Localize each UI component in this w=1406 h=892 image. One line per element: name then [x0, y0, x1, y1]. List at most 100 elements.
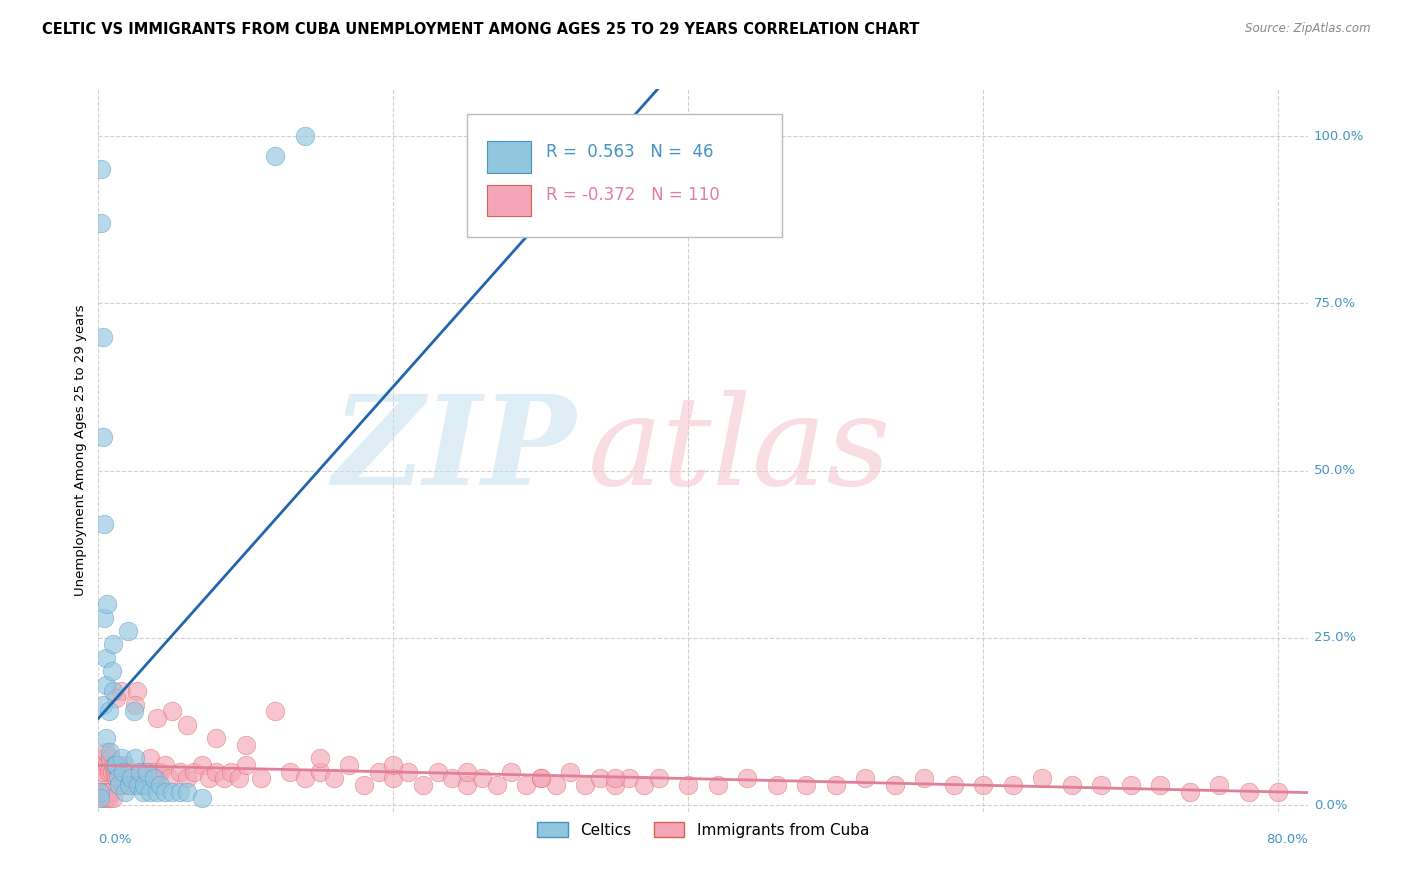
Point — [426, 764, 449, 779]
Point — [100, 664, 122, 679]
Point — [1178, 785, 1201, 799]
Text: 0.0%: 0.0% — [98, 833, 132, 847]
Point — [104, 758, 127, 772]
Point — [471, 771, 494, 786]
Point — [93, 517, 115, 532]
Text: Source: ZipAtlas.com: Source: ZipAtlas.com — [1246, 22, 1371, 36]
Point — [205, 764, 228, 779]
Point — [112, 764, 135, 779]
Point — [153, 758, 176, 772]
Point — [544, 778, 567, 792]
Point — [139, 751, 162, 765]
Point — [1267, 785, 1289, 799]
FancyBboxPatch shape — [486, 141, 531, 173]
Point — [101, 758, 124, 772]
Point — [96, 598, 118, 612]
Point — [678, 778, 700, 792]
Point — [456, 764, 478, 779]
Point — [190, 758, 212, 772]
Point — [127, 778, 149, 792]
Text: 80.0%: 80.0% — [1265, 833, 1308, 847]
Text: R =  0.563   N =  46: R = 0.563 N = 46 — [546, 143, 713, 161]
Point — [456, 778, 478, 792]
Point — [633, 778, 655, 792]
Point — [90, 758, 112, 772]
Point — [101, 637, 124, 651]
Point — [94, 744, 117, 758]
Point — [112, 778, 135, 792]
Legend: Celtics, Immigrants from Cuba: Celtics, Immigrants from Cuba — [531, 815, 875, 844]
Point — [1031, 771, 1053, 786]
Point — [149, 778, 172, 792]
Point — [153, 785, 176, 799]
Point — [104, 764, 127, 779]
Y-axis label: Unemployment Among Ages 25 to 29 years: Unemployment Among Ages 25 to 29 years — [75, 305, 87, 596]
Point — [149, 764, 172, 779]
Point — [824, 778, 846, 792]
Point — [1237, 785, 1260, 799]
Point — [228, 771, 250, 786]
Point — [100, 764, 122, 779]
Point — [118, 778, 141, 792]
Point — [117, 764, 139, 779]
Point — [294, 771, 316, 786]
Point — [157, 771, 180, 786]
Point — [101, 791, 124, 805]
Point — [108, 778, 131, 792]
Point — [176, 717, 198, 731]
Point — [91, 791, 114, 805]
Point — [96, 758, 118, 772]
Point — [574, 778, 596, 792]
Point — [382, 758, 405, 772]
Point — [143, 764, 166, 779]
FancyBboxPatch shape — [467, 114, 782, 237]
Point — [93, 611, 115, 625]
Point — [89, 785, 111, 799]
Point — [114, 785, 136, 799]
Point — [146, 771, 169, 786]
Point — [219, 764, 242, 779]
Point — [794, 778, 817, 792]
Point — [308, 764, 330, 779]
Point — [353, 778, 375, 792]
Point — [91, 764, 114, 779]
Point — [190, 791, 212, 805]
Point — [91, 698, 114, 712]
Point — [278, 764, 301, 779]
Text: 0.0%: 0.0% — [1313, 798, 1347, 812]
Point — [853, 771, 876, 786]
Point — [105, 690, 128, 705]
Point — [146, 785, 169, 799]
Point — [131, 785, 153, 799]
Text: R = -0.372   N = 110: R = -0.372 N = 110 — [546, 186, 720, 204]
Point — [912, 771, 935, 786]
Point — [111, 751, 134, 765]
Point — [91, 330, 114, 344]
Point — [97, 791, 120, 805]
Point — [176, 785, 198, 799]
Point — [122, 705, 145, 719]
Point — [441, 771, 464, 786]
Point — [560, 764, 582, 779]
Point — [90, 216, 112, 230]
Point — [146, 711, 169, 725]
Point — [396, 764, 419, 779]
Point — [308, 751, 330, 765]
Point — [111, 771, 134, 786]
Point — [91, 430, 114, 444]
Point — [139, 785, 162, 799]
Point — [101, 684, 124, 698]
Point — [367, 764, 389, 779]
Point — [212, 771, 235, 786]
Point — [107, 758, 129, 772]
Point — [128, 764, 150, 779]
Point — [105, 758, 128, 772]
Point — [942, 778, 965, 792]
Point — [706, 778, 728, 792]
Point — [125, 684, 148, 698]
Point — [183, 764, 205, 779]
Point — [205, 731, 228, 746]
Point — [323, 771, 346, 786]
Point — [114, 758, 136, 772]
Point — [93, 751, 115, 765]
